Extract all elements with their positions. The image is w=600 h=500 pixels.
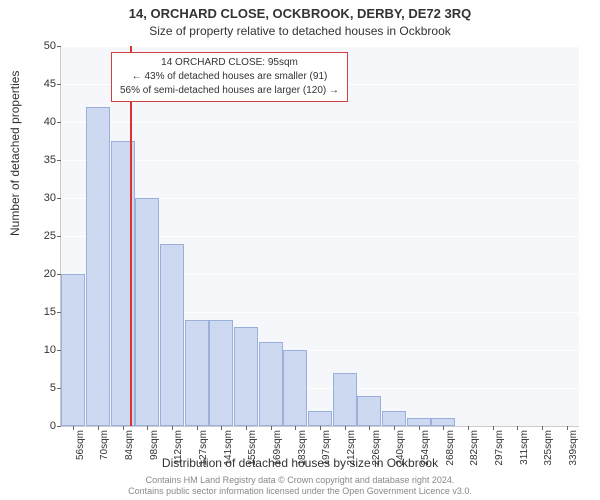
ytick-mark (57, 236, 61, 237)
annotation-box: 14 ORCHARD CLOSE: 95sqm ← 43% of detache… (111, 52, 348, 102)
chart-subtitle: Size of property relative to detached ho… (0, 24, 600, 38)
ytick-label: 30 (44, 192, 56, 204)
ytick-mark (57, 426, 61, 427)
bar (209, 320, 233, 426)
plot-area: 14 ORCHARD CLOSE: 95sqm ← 43% of detache… (60, 46, 579, 427)
xtick-mark (493, 426, 494, 430)
gridline (61, 122, 579, 123)
xtick-mark (394, 426, 395, 430)
bar (259, 342, 283, 426)
marker-line (130, 46, 132, 426)
xtick-mark (73, 426, 74, 430)
xtick-mark (271, 426, 272, 430)
ytick-label: 25 (44, 230, 56, 242)
ytick-mark (57, 122, 61, 123)
ytick-mark (57, 46, 61, 47)
annotation-line2: ← 43% of detached houses are smaller (91… (120, 70, 339, 84)
bar (283, 350, 307, 426)
xtick-mark (468, 426, 469, 430)
bar (135, 198, 159, 426)
annotation-line1: 14 ORCHARD CLOSE: 95sqm (120, 56, 339, 70)
footer-line2: Contains public sector information licen… (0, 486, 600, 498)
bar (382, 411, 406, 426)
ytick-label: 20 (44, 268, 56, 280)
ytick-mark (57, 198, 61, 199)
xtick-mark (98, 426, 99, 430)
ytick-label: 0 (50, 420, 56, 432)
xtick-mark (246, 426, 247, 430)
annotation-line3: 56% of semi-detached houses are larger (… (120, 84, 339, 98)
bar (431, 418, 455, 426)
ytick-mark (57, 160, 61, 161)
xtick-mark (567, 426, 568, 430)
ytick-label: 5 (50, 382, 56, 394)
ytick-label: 40 (44, 116, 56, 128)
xtick-mark (123, 426, 124, 430)
gridline (61, 160, 579, 161)
xtick-mark (542, 426, 543, 430)
ytick-label: 50 (44, 40, 56, 52)
y-axis-label: Number of detached properties (8, 71, 22, 236)
xtick-mark (147, 426, 148, 430)
footer-text: Contains HM Land Registry data © Crown c… (0, 475, 600, 498)
xtick-mark (419, 426, 420, 430)
footer-line1: Contains HM Land Registry data © Crown c… (0, 475, 600, 487)
xtick-mark (369, 426, 370, 430)
xtick-mark (295, 426, 296, 430)
bar (357, 396, 381, 426)
ytick-label: 15 (44, 306, 56, 318)
xtick-mark (221, 426, 222, 430)
gridline (61, 46, 579, 47)
ytick-label: 35 (44, 154, 56, 166)
bar (61, 274, 85, 426)
bar (160, 244, 184, 426)
x-axis-label: Distribution of detached houses by size … (0, 456, 600, 470)
xtick-mark (320, 426, 321, 430)
ytick-mark (57, 84, 61, 85)
bar (407, 418, 431, 426)
xtick-mark (172, 426, 173, 430)
xtick-mark (197, 426, 198, 430)
bar (333, 373, 357, 426)
chart-title: 14, ORCHARD CLOSE, OCKBROOK, DERBY, DE72… (0, 6, 600, 21)
xtick-mark (517, 426, 518, 430)
bar (308, 411, 332, 426)
bar (185, 320, 209, 426)
ytick-label: 10 (44, 344, 56, 356)
xtick-mark (443, 426, 444, 430)
chart-container: 14, ORCHARD CLOSE, OCKBROOK, DERBY, DE72… (0, 0, 600, 500)
xtick-mark (345, 426, 346, 430)
bar (86, 107, 110, 426)
ytick-label: 45 (44, 78, 56, 90)
bar (234, 327, 258, 426)
